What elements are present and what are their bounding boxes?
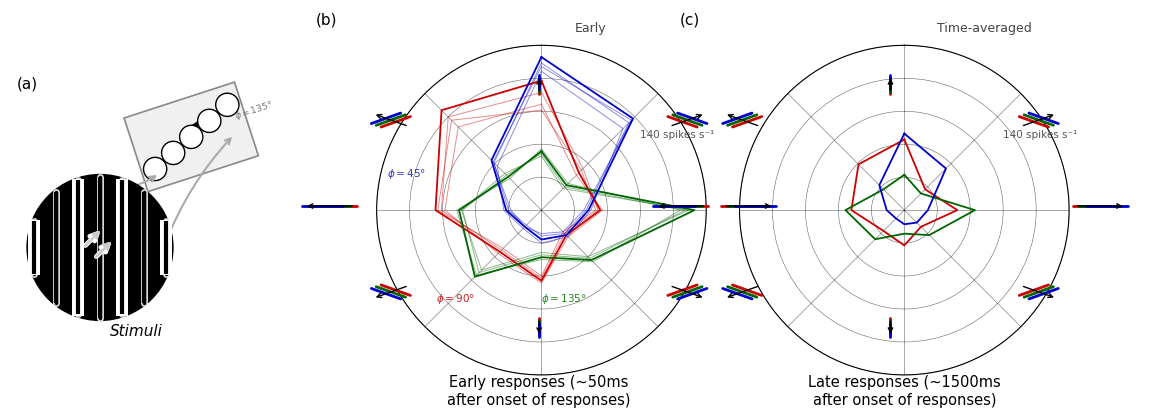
- Circle shape: [215, 93, 238, 117]
- FancyBboxPatch shape: [28, 220, 39, 275]
- Text: 140 spikes s⁻¹: 140 spikes s⁻¹: [1003, 130, 1077, 140]
- Circle shape: [198, 109, 221, 132]
- Text: Early: Early: [575, 22, 606, 35]
- Circle shape: [28, 176, 172, 319]
- Text: $\phi = 90°$: $\phi = 90°$: [435, 293, 475, 307]
- Circle shape: [161, 141, 184, 164]
- Text: (b): (b): [316, 12, 338, 27]
- Text: (c): (c): [680, 12, 700, 27]
- Text: Stimuli: Stimuli: [109, 324, 162, 339]
- Text: $\phi = 135°$: $\phi = 135°$: [541, 293, 588, 307]
- Circle shape: [144, 157, 167, 180]
- Text: Early responses (~50ms
after onset of responses): Early responses (~50ms after onset of re…: [447, 375, 631, 408]
- Text: $\phi=135°$: $\phi=135°$: [233, 98, 274, 123]
- Text: $\phi = 45°$: $\phi = 45°$: [387, 167, 425, 181]
- Text: Time-averaged: Time-averaged: [938, 22, 1032, 35]
- FancyBboxPatch shape: [116, 179, 128, 316]
- FancyBboxPatch shape: [71, 179, 84, 316]
- Text: Late responses (~1500ms
after onset of responses): Late responses (~1500ms after onset of r…: [808, 375, 1001, 408]
- Text: (a): (a): [17, 76, 38, 91]
- FancyBboxPatch shape: [160, 220, 173, 275]
- Text: 140 spikes s⁻¹: 140 spikes s⁻¹: [641, 130, 714, 140]
- Polygon shape: [124, 82, 258, 192]
- Circle shape: [180, 125, 203, 148]
